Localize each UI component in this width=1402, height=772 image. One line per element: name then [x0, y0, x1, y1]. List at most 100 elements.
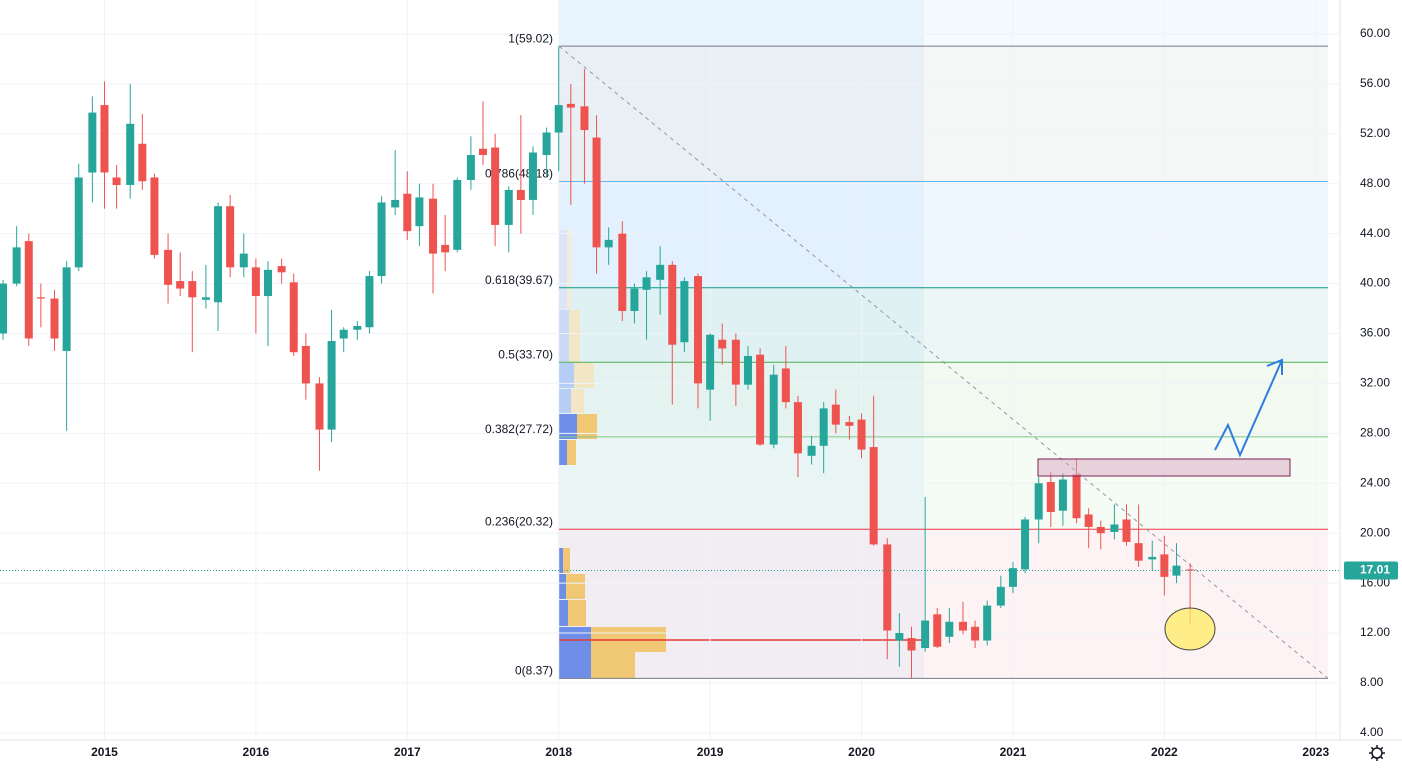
candle-body: [1021, 519, 1030, 570]
candle-body: [1046, 482, 1055, 512]
vp-bar: [559, 363, 574, 388]
candle-body: [731, 339, 740, 385]
candle-body: [921, 620, 930, 649]
candle-body: [933, 614, 942, 647]
fib-label: 1(59.02): [508, 31, 553, 45]
candle-body: [176, 281, 185, 289]
candle-body: [566, 103, 575, 108]
y-tick-label: 12.00: [1360, 625, 1390, 639]
fib-label: 0.382(27.72): [485, 422, 553, 436]
y-tick-label: 56.00: [1360, 76, 1390, 90]
candle-body: [1084, 514, 1093, 527]
candle-body: [201, 297, 210, 300]
candle-body: [1058, 479, 1067, 511]
settings-icon[interactable]: [1369, 745, 1385, 761]
vp-bar: [563, 548, 570, 573]
candle-body: [504, 189, 513, 225]
candle-body: [971, 626, 980, 641]
candle-body: [1122, 519, 1131, 542]
candle-body: [239, 253, 248, 268]
candle-body: [188, 281, 197, 298]
candle-body: [429, 198, 438, 254]
candle-body: [365, 276, 374, 328]
y-tick-label: 28.00: [1360, 426, 1390, 440]
x-tick-label: 2020: [848, 745, 875, 759]
axes: 4.008.0012.0016.0020.0024.0028.0032.0036…: [0, 26, 1398, 759]
candle-body: [831, 404, 840, 425]
candle-body: [958, 621, 967, 631]
candle-body: [1148, 556, 1157, 560]
candle-body: [895, 633, 904, 641]
zone-box: [1037, 458, 1291, 477]
vp-bar: [568, 600, 586, 626]
candle-body: [112, 177, 121, 185]
vp-bar: [567, 230, 571, 309]
x-tick-label: 2023: [1302, 745, 1329, 759]
x-tick-label: 2022: [1151, 745, 1178, 759]
candle-body: [214, 206, 223, 303]
candle-body: [592, 137, 601, 248]
candle-body: [983, 605, 992, 641]
candle-body: [1110, 524, 1119, 532]
candle-body: [857, 419, 866, 450]
fib-label: 0.236(20.32): [485, 514, 553, 528]
candle-body: [441, 244, 450, 253]
candle-body: [642, 277, 651, 290]
candle-body: [694, 276, 703, 384]
arrow-head: [1266, 358, 1283, 375]
candle-body: [1186, 569, 1195, 571]
candle-body: [706, 334, 715, 390]
candle-body: [1134, 543, 1143, 561]
y-tick-label: 40.00: [1360, 276, 1390, 290]
candle-body: [554, 105, 563, 133]
fib-label: 0.5(33.70): [498, 347, 553, 361]
candle-body: [883, 544, 892, 631]
candle-body: [680, 281, 689, 343]
vp-bar: [559, 600, 568, 626]
fib-band: [559, 46, 1328, 182]
x-tick-label: 2018: [545, 745, 572, 759]
fib-band: [559, 362, 1328, 437]
candle-body: [466, 155, 475, 180]
fib-band: [559, 529, 1328, 679]
fib-trendline: [558, 45, 1329, 679]
candle-body: [126, 123, 135, 185]
fib-band: [559, 181, 1328, 288]
candle-body: [756, 354, 765, 445]
candle-body: [528, 152, 537, 200]
fib-label: 0(8.37): [515, 664, 553, 678]
candle-body: [327, 340, 336, 430]
candle-body: [656, 264, 665, 280]
vp-bar: [569, 310, 580, 362]
x-tick-label: 2019: [697, 745, 724, 759]
y-tick-label: 36.00: [1360, 326, 1390, 340]
y-tick-label: 24.00: [1360, 475, 1390, 489]
candle-body: [403, 193, 412, 232]
candle-body: [542, 132, 551, 156]
vp-bar: [559, 440, 567, 465]
candle-body: [807, 445, 816, 456]
candle-body: [264, 269, 272, 297]
candle-body: [289, 282, 298, 353]
vp-bar: [571, 389, 584, 413]
gear-teeth[interactable]: [1369, 745, 1385, 761]
candle-body: [845, 422, 854, 426]
candle-body: [1160, 554, 1169, 577]
vp-bar: [559, 230, 567, 309]
candle-body: [630, 288, 639, 312]
y-tick-label: 32.00: [1360, 376, 1390, 390]
candle-body: [24, 241, 33, 339]
candle-body: [580, 106, 589, 131]
candle-body: [491, 147, 500, 225]
candle-body: [301, 345, 310, 384]
y-tick-label: 60.00: [1360, 26, 1390, 40]
vp-bar: [577, 414, 597, 439]
candle-body: [277, 266, 286, 273]
vp-bar: [559, 548, 563, 573]
vp-bar: [559, 652, 591, 678]
candle-body: [781, 368, 790, 403]
projection-arrow: [1214, 359, 1283, 458]
date-range-shade: [559, 0, 924, 679]
x-tick-label: 2021: [1000, 745, 1027, 759]
vp-bar: [559, 389, 571, 413]
